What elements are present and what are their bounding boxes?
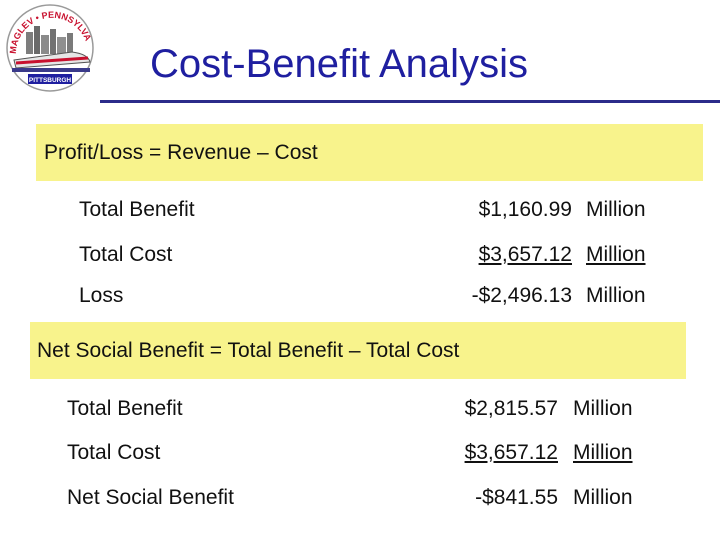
row-label: Total Cost [67,441,161,464]
row-amount: $2,815.57 [464,397,558,420]
net-social-benefit-formula: Net Social Benefit = Total Benefit – Tot… [37,339,460,362]
row-amount: $3,657.12 [478,243,572,266]
logo-city-text: PITTSBURGH [29,77,72,84]
row-unit: Million [586,284,646,307]
row-unit: Million [586,198,646,221]
row-unit: Million [573,397,633,420]
net-social-benefit-formula-box: Net Social Benefit = Total Benefit – Tot… [30,322,686,379]
slide-title: Cost-Benefit Analysis [150,42,528,86]
row-label: Total Benefit [67,397,183,420]
row-amount: -$841.55 [475,486,558,509]
row-label: Total Cost [79,243,173,266]
maglev-train-logo-icon: MAGLEV • PENNSYLVANIA PITTSBURGH [4,2,94,92]
row-unit: Million [586,243,646,266]
profit-loss-formula: Profit/Loss = Revenue – Cost [44,141,318,164]
row-unit: Million [573,441,633,464]
row-amount: -$2,496.13 [471,284,572,307]
row-label: Total Benefit [79,198,195,221]
row-amount: $3,657.12 [464,441,558,464]
row-label: Net Social Benefit [67,486,234,509]
row-label: Loss [79,284,124,307]
profit-loss-formula-box: Profit/Loss = Revenue – Cost [36,124,703,181]
row-amount: $1,160.99 [478,198,572,221]
row-unit: Million [573,486,633,509]
title-divider [100,100,720,103]
